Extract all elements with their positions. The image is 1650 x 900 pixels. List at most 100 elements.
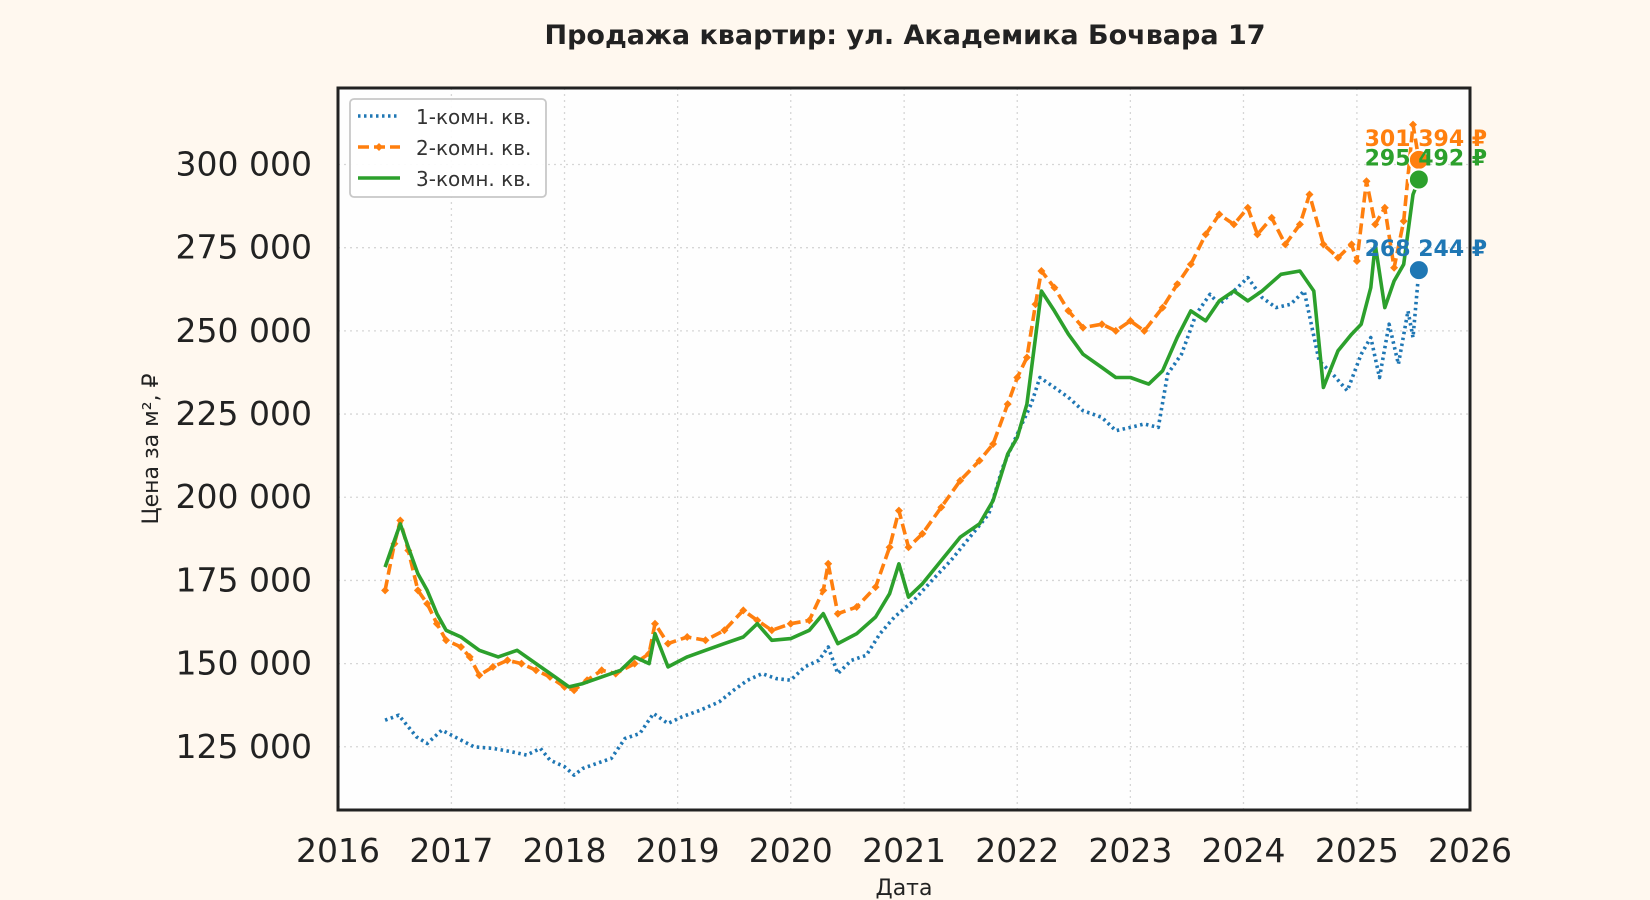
series-point-marker: [1380, 203, 1389, 212]
series-point-marker: [937, 503, 946, 512]
x-tick-label: 2022: [975, 831, 1059, 870]
y-tick-label: 275 000: [176, 228, 312, 267]
x-tick-label: 2020: [749, 831, 833, 870]
series-point-marker: [975, 456, 984, 465]
series-point-marker: [630, 659, 639, 668]
series-point-marker: [1158, 303, 1167, 312]
end-markers: 268 244 ₽ 301 394 ₽295 492 ₽: [1365, 127, 1487, 282]
series-point-marker: [871, 583, 880, 592]
series-point-marker: [894, 506, 903, 515]
legend-marker-2room: [375, 143, 383, 151]
series-point-marker: [1013, 373, 1022, 382]
series-point-marker: [1390, 263, 1399, 272]
series-point-marker: [956, 476, 965, 485]
y-tick-label: 250 000: [176, 311, 312, 350]
series-point-marker: [1295, 220, 1304, 229]
series-point-marker: [1305, 190, 1314, 199]
series-point-marker: [989, 440, 998, 448]
chart-title: Продажа квартир: ул. Академика Бочвара 1…: [544, 20, 1265, 51]
series-point-marker: [824, 559, 833, 568]
y-tick-label: 300 000: [176, 145, 312, 184]
series-point-marker: [1215, 210, 1224, 219]
series-point-marker: [423, 599, 432, 608]
series-point-marker: [1319, 240, 1328, 249]
x-tick-label: 2024: [1201, 831, 1285, 870]
legend: 1-комн. кв. 2-комн. кв. 3-комн. кв.: [349, 98, 547, 198]
series-point-marker: [517, 659, 526, 668]
y-tick-label: 150 000: [176, 644, 312, 683]
series-point-marker: [683, 633, 692, 641]
series-point-marker: [739, 606, 748, 615]
series-point-marker: [786, 619, 795, 628]
last-value-label: 295 492 ₽: [1365, 147, 1487, 172]
legend-label-3room: 3-комн. кв.: [416, 167, 531, 191]
series-point-marker: [1097, 320, 1106, 329]
y-tick-label: 175 000: [176, 560, 312, 599]
series-point-marker: [1371, 220, 1380, 229]
last-value-label: 301 394 ₽: [1365, 127, 1487, 152]
series-point-marker: [488, 662, 497, 671]
series-point-marker: [1334, 253, 1342, 262]
series-point-marker: [767, 626, 776, 635]
series-point-marker: [1281, 240, 1290, 249]
series-point-marker: [651, 619, 659, 628]
legend-box: [349, 98, 547, 198]
series-point-marker: [885, 543, 894, 552]
series-point-marker: [852, 603, 861, 611]
x-tick-label: 2021: [862, 831, 946, 870]
y-tick-label: 125 000: [176, 727, 312, 766]
last-value-label: 268 244 ₽: [1365, 237, 1487, 262]
series-point-marker: [465, 652, 474, 661]
series-point-marker: [904, 543, 913, 552]
series-point-marker: [1037, 267, 1046, 275]
series-point-marker: [1399, 217, 1408, 226]
x-tick-label: 2018: [523, 831, 607, 870]
x-axis-label: Дата: [876, 876, 933, 900]
series-line-3: [383, 178, 1421, 689]
series-point-marker: [413, 586, 422, 595]
series-point-marker: [753, 616, 762, 625]
series-point-marker: [1173, 280, 1182, 289]
series-point-marker: [1031, 300, 1040, 309]
series-point-marker: [1409, 120, 1417, 129]
x-tick-label: 2016: [296, 831, 380, 870]
x-tick-label: 2019: [636, 831, 720, 870]
series-point-marker: [1003, 400, 1012, 409]
series-point-marker: [432, 619, 441, 628]
series-point-marker: [1201, 230, 1210, 239]
series-point-marker: [1229, 220, 1238, 229]
series-point-marker: [1267, 213, 1276, 222]
series-point-marker: [570, 686, 579, 695]
y-axis: 125 000 150 000 175 000 200 000 225 000 250 0…: [176, 145, 312, 766]
series-point-marker: [1079, 323, 1087, 332]
series-point-marker: [381, 586, 390, 595]
series-point-marker: [1064, 306, 1073, 315]
plot-frame: [336, 86, 1472, 812]
series-point-marker: [1022, 353, 1031, 362]
x-tick-label: 2026: [1428, 831, 1512, 870]
series-point-marker: [664, 639, 672, 648]
legend-label-2room: 2-комн. кв.: [416, 136, 531, 160]
last-value-marker: [1407, 168, 1430, 191]
series-point-marker: [819, 586, 828, 595]
series-point-marker: [1140, 326, 1149, 335]
series-point-marker: [532, 666, 540, 675]
series-point-marker: [1050, 283, 1059, 292]
series-point-marker: [1362, 177, 1371, 186]
series-point-marker: [805, 616, 814, 625]
series-point-marker: [1243, 203, 1252, 212]
series-point-marker: [457, 643, 465, 651]
series-point-marker: [396, 516, 405, 525]
series-point-marker: [1253, 230, 1262, 239]
x-axis: 2016 2017 2018 2019 2020 2021 2022 2023 2024 2025…: [296, 831, 1512, 870]
series-line-1: [384, 270, 1421, 777]
legend-label-1room: 1-комн. кв.: [416, 105, 531, 129]
x-tick-label: 2025: [1315, 831, 1399, 870]
series-point-marker: [918, 529, 927, 538]
series-point-marker: [720, 626, 729, 635]
y-axis-label: Цена за м², ₽: [139, 373, 164, 524]
grid: [338, 88, 1470, 810]
series-point-marker: [503, 656, 512, 665]
series-point-marker: [1111, 326, 1120, 335]
